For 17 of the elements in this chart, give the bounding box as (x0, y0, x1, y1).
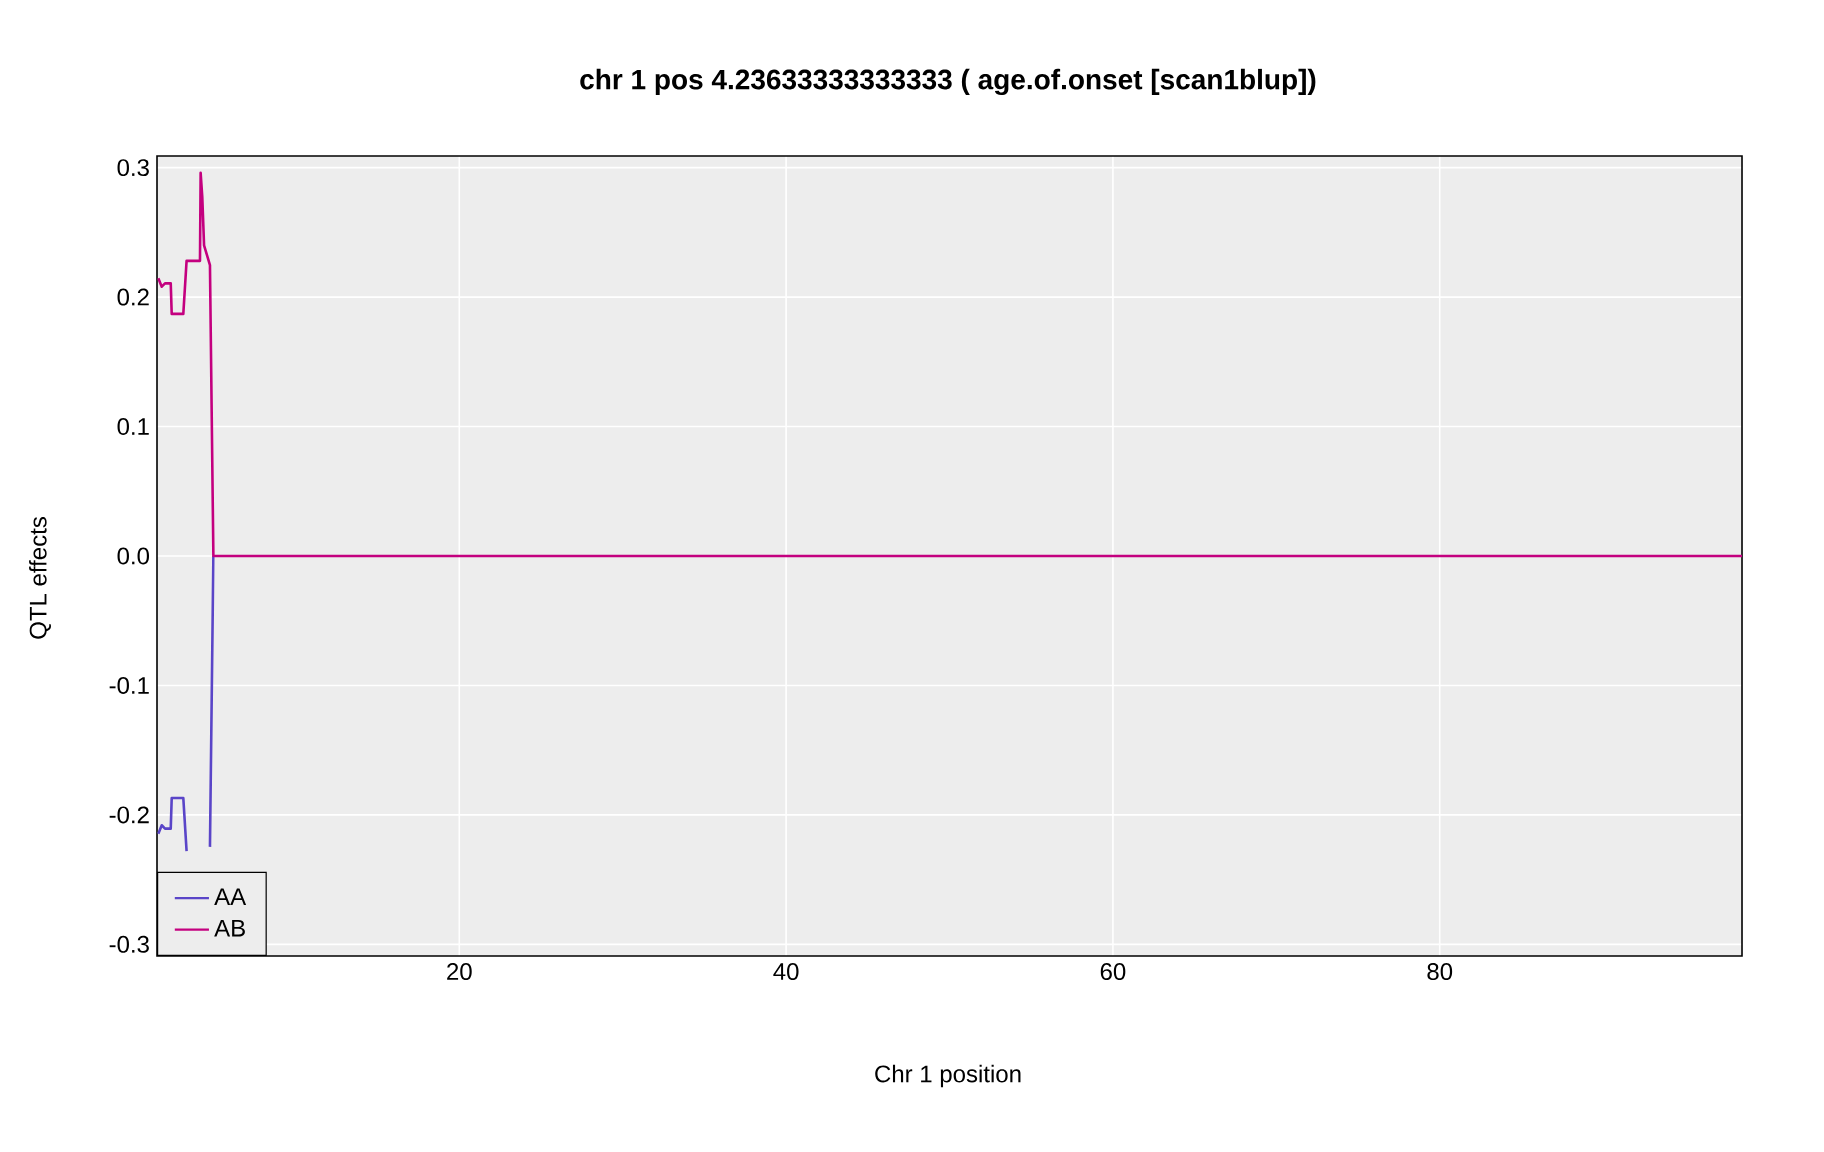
y-tick-label: -0.2 (109, 806, 149, 824)
y-tick-label: 0.3 (117, 159, 149, 177)
y-tick-label: 0.2 (117, 288, 149, 306)
chart-title: chr 1 pos 4.23633333333333 ( age.of.onset [scan1blup]) (580, 68, 1316, 96)
legend-label: AB (214, 919, 245, 937)
y-tick-label: -0.3 (109, 935, 149, 953)
y-axis-title: QTL effects (29, 517, 51, 639)
y-tick-label: 0.0 (117, 547, 150, 565)
x-tick-label: 20 (447, 963, 472, 981)
y-tick-label: 0.1 (117, 418, 149, 436)
x-tick-label: 60 (1100, 963, 1126, 981)
x-tick-label: 80 (1427, 963, 1453, 981)
x-tick-label: 40 (773, 963, 799, 981)
x-axis-title: Chr 1 position (875, 1064, 1021, 1088)
line-series (157, 171, 1743, 558)
y-tick-label: -0.1 (109, 676, 149, 694)
legend-label: AA (214, 888, 247, 905)
